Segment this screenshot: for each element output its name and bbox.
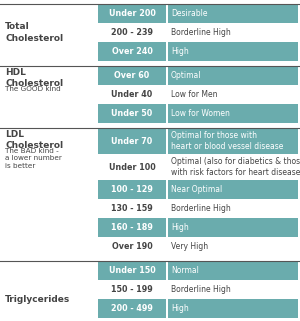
Bar	[98, 154, 166, 180]
Bar	[98, 299, 166, 318]
Bar	[168, 154, 298, 180]
Text: Total
Cholesterol: Total Cholesterol	[5, 22, 63, 43]
Bar	[3, 128, 95, 256]
Text: 200 - 239: 200 - 239	[111, 28, 153, 37]
Text: Optimal: Optimal	[171, 71, 202, 80]
Bar	[168, 218, 298, 237]
Bar	[3, 4, 95, 61]
Text: Near Optimal: Near Optimal	[171, 185, 222, 194]
Text: Very High: Very High	[171, 242, 208, 251]
Text: Borderline High: Borderline High	[171, 28, 231, 37]
Bar	[98, 104, 166, 123]
Bar	[168, 318, 298, 321]
Bar	[168, 199, 298, 218]
Bar	[168, 85, 298, 104]
Bar	[98, 85, 166, 104]
Bar	[98, 218, 166, 237]
Text: Normal: Normal	[171, 266, 199, 275]
Text: The GOOD kind: The GOOD kind	[5, 86, 61, 92]
Text: Desirable: Desirable	[171, 9, 208, 18]
Bar	[168, 42, 298, 61]
Bar	[98, 180, 166, 199]
Bar	[98, 199, 166, 218]
Bar	[168, 104, 298, 123]
Bar	[98, 66, 166, 85]
Text: Triglycerides: Triglycerides	[5, 294, 70, 303]
Text: 130 - 159: 130 - 159	[111, 204, 153, 213]
Bar	[98, 23, 166, 42]
Text: Under 200: Under 200	[109, 9, 155, 18]
Bar	[168, 299, 298, 318]
Bar	[98, 318, 166, 321]
Text: Under 50: Under 50	[111, 109, 153, 118]
Text: High: High	[171, 47, 189, 56]
Bar	[168, 180, 298, 199]
Text: Under 70: Under 70	[111, 136, 153, 145]
Text: Optimal for those with
heart or blood vessel disease: Optimal for those with heart or blood ve…	[171, 131, 284, 151]
Bar	[98, 280, 166, 299]
Text: Low for Women: Low for Women	[171, 109, 230, 118]
Text: The BAD kind -
a lower number
is better: The BAD kind - a lower number is better	[5, 148, 62, 169]
Bar	[168, 128, 298, 154]
Text: 200 - 499: 200 - 499	[111, 304, 153, 313]
Bar	[98, 4, 166, 23]
Bar	[168, 237, 298, 256]
Text: Optimal (also for diabetics & those
with risk factors for heart disease): Optimal (also for diabetics & those with…	[171, 157, 300, 177]
Text: High: High	[171, 304, 189, 313]
Bar	[3, 66, 95, 123]
Text: Borderline High: Borderline High	[171, 285, 231, 294]
Text: LDL
Cholesterol: LDL Cholesterol	[5, 130, 63, 150]
Text: HDL
Cholesterol: HDL Cholesterol	[5, 68, 63, 88]
Bar	[168, 261, 298, 280]
Text: 160 - 189: 160 - 189	[111, 223, 153, 232]
Bar	[98, 237, 166, 256]
Bar	[98, 261, 166, 280]
Bar	[168, 23, 298, 42]
Text: Under 150: Under 150	[109, 266, 155, 275]
Text: Over 190: Over 190	[112, 242, 152, 251]
Text: Under 100: Under 100	[109, 162, 155, 171]
Text: 150 - 199: 150 - 199	[111, 285, 153, 294]
Bar	[98, 128, 166, 154]
Bar	[168, 4, 298, 23]
Bar	[168, 66, 298, 85]
Text: Under 40: Under 40	[111, 90, 153, 99]
Bar	[168, 280, 298, 299]
Text: Low for Men: Low for Men	[171, 90, 217, 99]
Text: Over 60: Over 60	[114, 71, 150, 80]
Bar	[3, 261, 95, 321]
Text: 100 - 129: 100 - 129	[111, 185, 153, 194]
Text: Borderline High: Borderline High	[171, 204, 231, 213]
Text: High: High	[171, 223, 189, 232]
Bar	[98, 42, 166, 61]
Text: Over 240: Over 240	[112, 47, 152, 56]
